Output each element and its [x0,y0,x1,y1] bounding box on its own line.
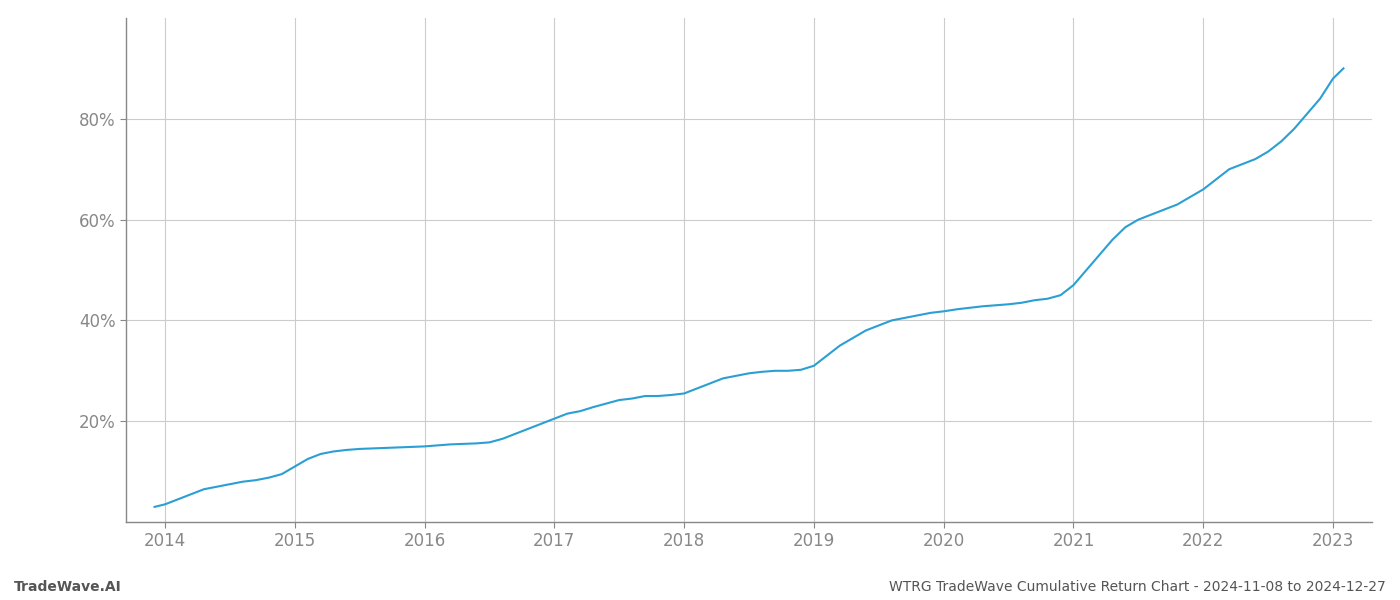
Text: WTRG TradeWave Cumulative Return Chart - 2024-11-08 to 2024-12-27: WTRG TradeWave Cumulative Return Chart -… [889,580,1386,594]
Text: TradeWave.AI: TradeWave.AI [14,580,122,594]
